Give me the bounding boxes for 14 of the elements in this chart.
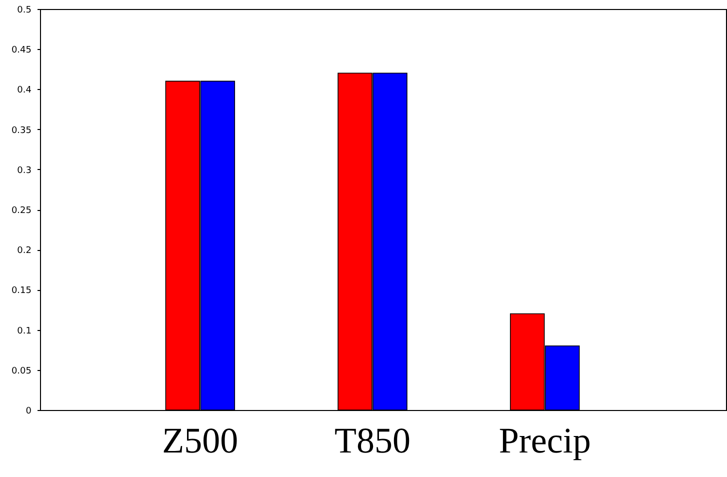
y-tick-label: 0.45: [11, 46, 32, 56]
y-tick-label: 0.3: [17, 166, 32, 176]
y-tick-label: 0.05: [11, 366, 32, 376]
y-tick-label: 0.15: [11, 286, 32, 296]
y-tick-label: 0.25: [11, 206, 32, 216]
y-tick-label: 0.1: [17, 326, 32, 336]
y-tick-label: 0.4: [17, 86, 32, 96]
x-tick-label: T850: [334, 420, 410, 460]
x-tick-label: Z500: [162, 420, 238, 460]
y-tick-label: 0.35: [11, 126, 32, 136]
x-tick-label: Precip: [498, 420, 591, 460]
y-tick-label: 0.2: [17, 246, 32, 256]
y-tick-label: 0: [26, 406, 32, 416]
y-tick-label: 0.5: [17, 6, 32, 16]
